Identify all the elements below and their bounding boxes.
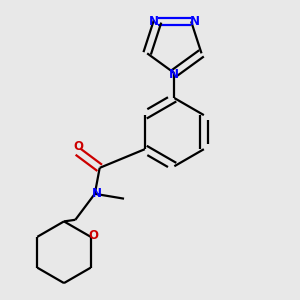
Text: O: O	[73, 140, 83, 153]
Text: N: N	[169, 68, 179, 81]
Text: N: N	[149, 15, 159, 28]
Text: N: N	[189, 15, 200, 28]
Text: O: O	[88, 230, 98, 242]
Text: N: N	[92, 187, 101, 200]
